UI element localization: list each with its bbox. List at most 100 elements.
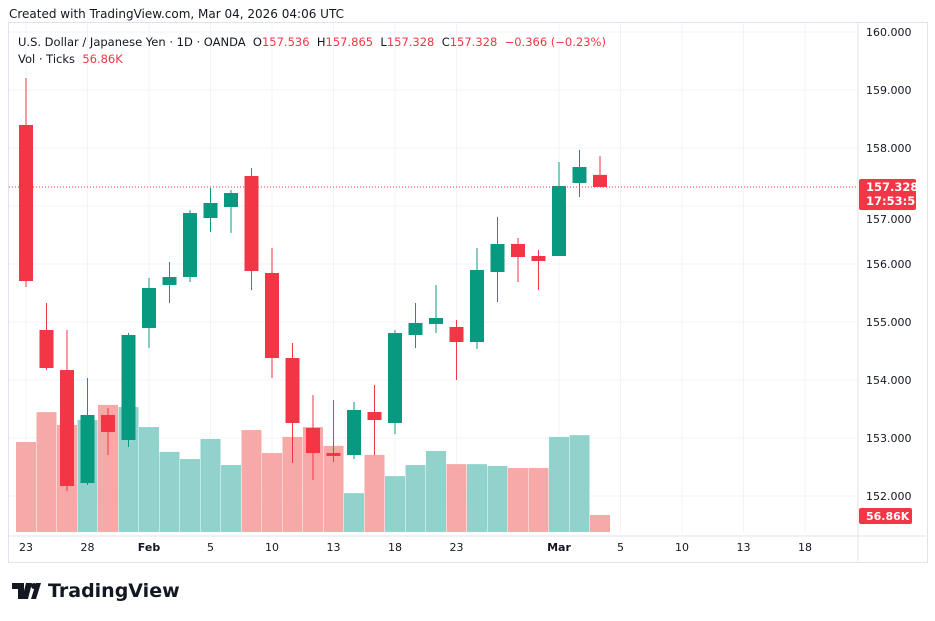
- x-tick-label: 13: [737, 541, 751, 554]
- legend-ohlc-row: U.S. Dollar / Japanese Yen · 1D · OANDA …: [18, 34, 606, 51]
- candle-body: [511, 243, 525, 257]
- candle-body: [121, 334, 136, 440]
- candle-body: [388, 333, 402, 423]
- volume-bar: [508, 468, 528, 532]
- candle-body: [265, 272, 279, 359]
- volume-bar: [221, 465, 241, 532]
- candle-body: [224, 193, 238, 207]
- candle-body: [19, 124, 33, 281]
- last-price-tag: [859, 178, 916, 210]
- candle-body: [408, 322, 423, 335]
- tradingview-logo-icon: [12, 583, 41, 599]
- x-tick-label: 5: [617, 541, 624, 554]
- candle-body: [429, 317, 443, 324]
- y-tick-label: 160.000: [866, 26, 912, 39]
- y-tick-label: 152.000: [866, 490, 912, 503]
- volume-bar: [426, 450, 446, 532]
- last-volume-label: 56.86K: [866, 510, 910, 523]
- volume-bar: [159, 451, 180, 532]
- candle-body: [593, 174, 607, 187]
- x-tick-label: 5: [207, 541, 214, 554]
- candle-body: [552, 185, 566, 256]
- h-label: H: [316, 35, 326, 49]
- volume-bar: [569, 435, 590, 532]
- y-tick-label: 156.000: [866, 258, 912, 271]
- volume-bar: [36, 412, 57, 532]
- symbol-title[interactable]: U.S. Dollar / Japanese Yen · 1D · OANDA: [18, 35, 246, 49]
- last-price-label: 157.328: [866, 180, 918, 194]
- candle-body: [531, 255, 546, 261]
- close-value: 157.328: [449, 35, 498, 49]
- volume-bar: [344, 493, 364, 532]
- candle-body: [101, 414, 115, 433]
- y-tick-label: 158.000: [866, 142, 912, 155]
- created-caption: Created with TradingView.com, Mar 04, 20…: [9, 7, 344, 21]
- candle-body: [203, 202, 218, 219]
- volume-bar: [139, 427, 159, 532]
- volume-bar: [364, 454, 385, 532]
- candle-body: [347, 409, 361, 455]
- change-value: −0.366 (−0.23%): [504, 35, 606, 49]
- x-tick-label: 18: [798, 541, 812, 554]
- candle-body: [60, 370, 74, 487]
- volume-bar: [282, 436, 303, 532]
- y-tick-label: 154.000: [866, 374, 912, 387]
- candle-body: [39, 330, 54, 368]
- open-value: 157.536: [261, 35, 310, 49]
- y-tick-label: 157.000: [866, 213, 912, 226]
- o-label: O: [252, 35, 262, 49]
- candle-body: [285, 358, 300, 423]
- candle-body: [80, 414, 95, 484]
- x-tick-label: Mar: [547, 541, 571, 554]
- volume-label[interactable]: Vol · Ticks: [18, 52, 76, 66]
- candle-body: [162, 276, 177, 285]
- low-value: 157.328: [386, 35, 435, 49]
- legend-volume-row: Vol · Ticks 56.86K: [18, 51, 606, 68]
- l-label: L: [380, 35, 387, 49]
- high-value: 157.865: [325, 35, 374, 49]
- volume-bar: [590, 515, 610, 532]
- x-tick-label: 23: [19, 541, 33, 554]
- volume-bar: [405, 465, 426, 532]
- volume-bar: [487, 465, 508, 532]
- brand-name: TradingView: [48, 580, 180, 602]
- candle-body: [572, 167, 587, 183]
- tradingview-logo[interactable]: TradingView: [12, 580, 180, 602]
- x-tick-label: Feb: [138, 541, 161, 554]
- volume-bar: [549, 436, 569, 532]
- volume-value: 56.86K: [82, 52, 123, 66]
- candle-body: [142, 288, 156, 328]
- y-tick-label: 159.000: [866, 84, 912, 97]
- candle-body: [244, 176, 259, 272]
- legend: U.S. Dollar / Japanese Yen · 1D · OANDA …: [18, 34, 606, 68]
- x-tick-label: 18: [388, 541, 402, 554]
- volume-bar: [98, 404, 118, 532]
- x-tick-label: 23: [450, 541, 464, 554]
- volume-bar: [323, 445, 344, 532]
- candle-body: [326, 453, 341, 456]
- candle-body: [367, 412, 382, 421]
- volume-bar: [446, 464, 467, 532]
- volume-bar: [16, 442, 36, 532]
- volume-bar: [200, 439, 221, 532]
- y-tick-label: 153.000: [866, 432, 912, 445]
- x-tick-label: 10: [265, 541, 279, 554]
- y-tick-label: 155.000: [866, 316, 912, 329]
- last-volume-tag: [859, 508, 912, 524]
- candle-body: [449, 326, 464, 343]
- volume-bar: [180, 459, 200, 532]
- candle-body: [470, 269, 484, 343]
- candle-body: [490, 243, 505, 273]
- candle-body: [183, 213, 197, 277]
- x-tick-label: 13: [327, 541, 341, 554]
- candle-body: [306, 428, 320, 454]
- chart-frame: [8, 22, 928, 563]
- countdown-label: 17:53:57: [866, 194, 923, 208]
- x-tick-label: 10: [675, 541, 689, 554]
- x-tick-label: 28: [81, 541, 95, 554]
- volume-bar: [262, 453, 282, 532]
- volume-bar: [385, 476, 405, 532]
- volume-bar: [528, 468, 549, 532]
- c-label: C: [441, 35, 450, 49]
